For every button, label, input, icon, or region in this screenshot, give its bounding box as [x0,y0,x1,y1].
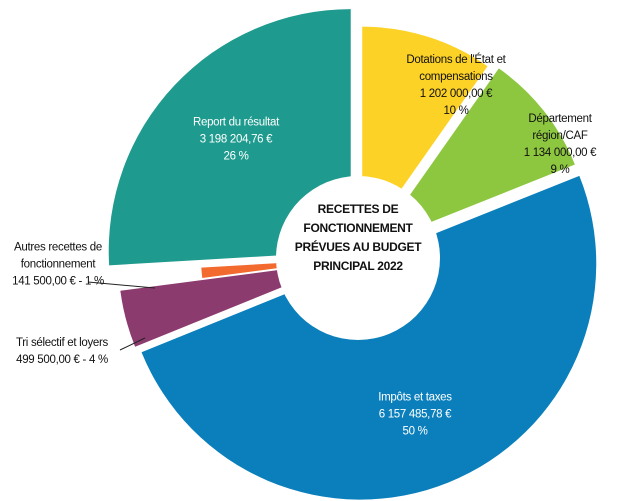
value-label: 3 198 204,76 € [199,133,273,146]
leader-line [119,337,146,351]
percent-label: 4 % [88,354,108,366]
value-label: 1 134 000,00 € [523,147,597,159]
separator: - [79,354,89,366]
category-label: Impôts et taxes [378,391,452,404]
value-label: 1 202 000,00 € [419,88,493,100]
percent-label: 1 % [84,275,104,288]
category-label: Tri sélectif et loyers [15,337,109,349]
value-label: 499 500,00 € [16,354,80,366]
percent-label: 9 % [550,164,570,176]
slice-label: Autres recettes de fonctionnement 141 500… [3,240,113,291]
percent-label: 50 % [402,425,428,438]
category-label: Dotations de l'État et compensations [406,54,506,83]
percent-label: 26 % [223,150,249,163]
value-label: 6 157 485,78 € [378,408,452,421]
pie-slice [108,9,351,266]
value-line: 499 500,00 € - 4 % [0,352,127,369]
donut-hole [276,176,440,340]
separator: - [75,275,85,288]
category-label: Autres recettes de fonctionnement [14,241,102,271]
slice-label: Département région/CAF 1 134 000,00 € 9 % [515,111,605,179]
slice-label: Dotations de l'État et compensations 1 20… [389,52,524,120]
value-line: 141 500,00 € - 1 % [3,274,113,291]
slice-label: Report du résultat 3 198 204,76 € 26 % [166,115,306,166]
pie-slice [375,68,575,245]
category-label: Report du résultat [192,116,279,129]
slice-label: Tri sélectif et loyers 499 500,00 € - 4 % [0,335,127,369]
value-label: 141 500,00 € [12,275,76,288]
chart-title: RECETTES DE FONCTIONNEMENT PRÉVUES AU BU… [294,202,422,273]
leader-line [87,281,156,289]
category-label: Département région/CAF [528,113,592,142]
percent-label: 10 % [443,105,469,117]
slice-label: Impôts et taxes 6 157 485,78 € 50 % [345,390,485,441]
